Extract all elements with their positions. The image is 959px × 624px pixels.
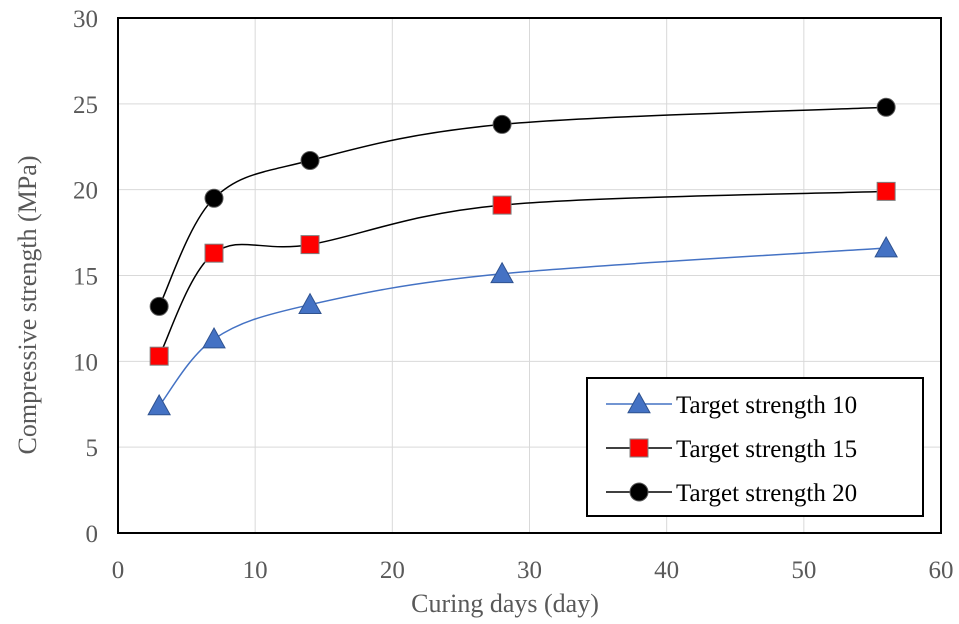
plot-area-frame [117,17,942,534]
axis-tick-labels: 0 5 10 15 20 25 30 0 10 20 30 40 50 60 [73,6,954,584]
data-point-square [204,243,224,263]
data-point-square [492,195,512,215]
data-point-triangle [147,393,171,416]
series-line [158,190,887,357]
x-tick-label: 20 [380,557,405,584]
x-tick-label: 60 [929,557,954,584]
series-target-strength-15 [149,181,896,366]
data-point-triangle [490,261,514,284]
y-tick-label: 20 [73,178,98,205]
data-point-circle [149,296,169,316]
data-point-circle [300,150,320,170]
legend-label: Target strength 20 [676,480,857,507]
y-tick-label: 10 [73,349,98,376]
series-line [158,106,887,307]
data-point-circle [876,97,896,117]
legend: Target strength 10 Target strength 15 Targ… [586,377,924,517]
x-tick-label: 0 [112,557,125,584]
data-point-triangle [202,326,226,349]
data-point-circle [204,188,224,208]
data-point-square [300,235,320,255]
legend-label: Target strength 10 [676,392,857,419]
series-target-strength-10 [147,236,898,416]
data-point-square [876,181,896,201]
legend-marker [629,438,649,458]
legend-label: Target strength 15 [676,436,857,463]
data-point-circle [492,114,512,134]
data-point-square [149,346,169,366]
x-tick-label: 50 [791,557,816,584]
x-axis-title: Curing days (day) [411,589,599,618]
y-tick-label: 25 [73,92,98,119]
series-target-strength-20 [149,97,896,316]
x-tick-label: 40 [654,557,679,584]
data-point-triangle [874,236,898,258]
data-series [147,97,898,416]
y-tick-label: 30 [73,6,98,33]
x-tick-label: 30 [517,557,542,584]
y-tick-label: 5 [86,435,99,462]
legend-item: Target strength 10 [606,391,857,419]
legend-item: Target strength 20 [606,480,857,507]
legend-item: Target strength 15 [606,436,857,463]
y-tick-label: 15 [73,264,98,291]
y-axis-title: Compressive strength (MPa) [13,156,42,455]
legend-marker [629,482,649,502]
y-tick-label: 0 [86,521,99,548]
legend-marker [627,391,651,414]
data-point-triangle [298,292,322,314]
x-tick-label: 10 [243,557,268,584]
